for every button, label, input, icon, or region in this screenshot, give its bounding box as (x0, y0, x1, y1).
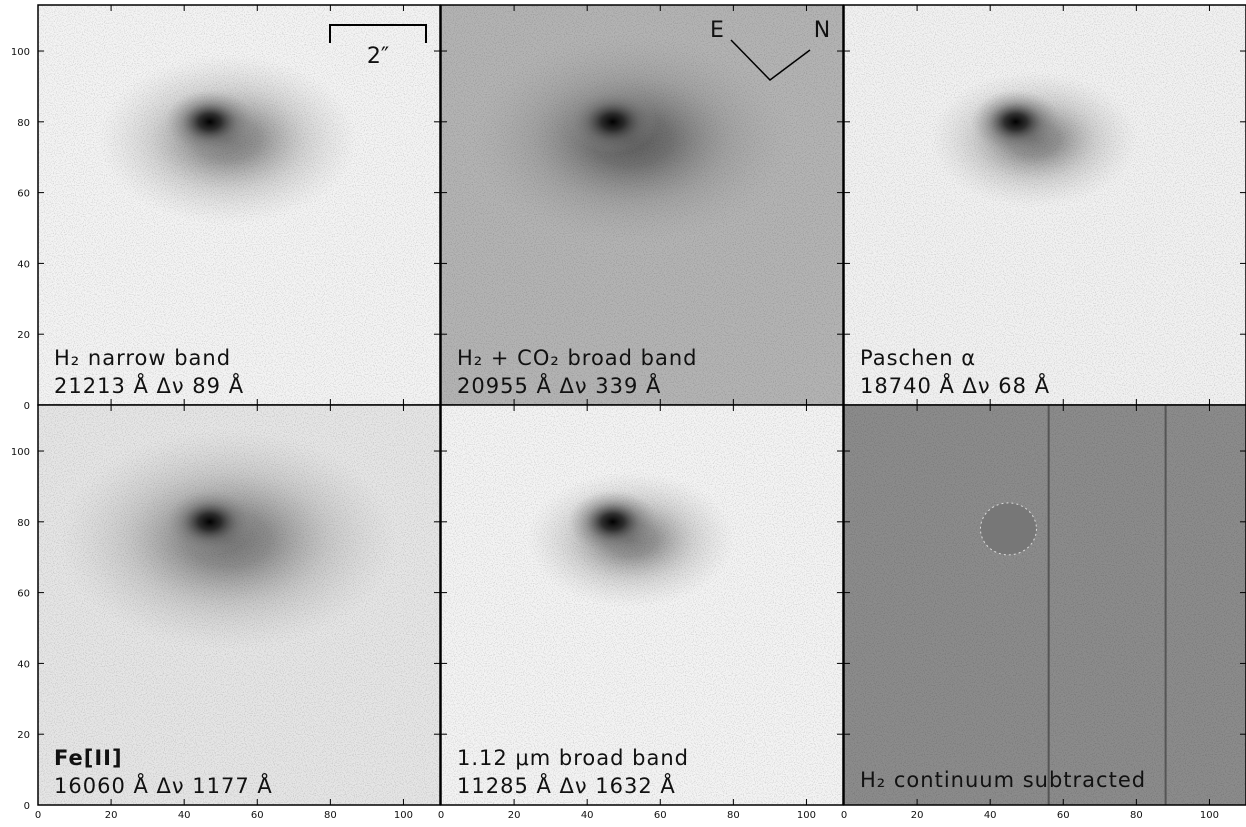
y-tick-label: 0 (24, 801, 30, 812)
y-tick-label: 100 (11, 47, 30, 58)
y-tick-label: 60 (17, 589, 30, 600)
panel-subtitle: 21213 Å Δν 89 Å (54, 372, 244, 398)
x-tick-label: 40 (581, 810, 594, 821)
nebula-core (164, 89, 255, 154)
x-tick-label: 80 (1130, 810, 1143, 821)
x-tick-label: 20 (911, 810, 924, 821)
panel-title: H₂ narrow band (54, 346, 231, 370)
y-tick-label: 100 (11, 447, 30, 458)
scale-bar-label: 2″ (367, 44, 389, 69)
x-tick-label: 20 (508, 810, 521, 821)
x-tick-label: 60 (251, 810, 264, 821)
y-tick-label: 80 (17, 518, 30, 529)
panel-subtitle: 18740 Å Δν 68 Å (860, 372, 1050, 398)
panel-subtitle: 16060 Å Δν 1177 Å (54, 772, 273, 798)
nebula-core (164, 489, 255, 554)
panel-title: Fe[II] (54, 746, 123, 770)
panel-title: Paschen α (860, 346, 976, 370)
x-tick-label: 60 (1057, 810, 1070, 821)
x-tick-label: 60 (654, 810, 667, 821)
y-tick-label: 60 (17, 189, 30, 200)
y-tick-label: 40 (17, 659, 30, 670)
nebula-core (567, 89, 658, 154)
x-tick-label: 20 (105, 810, 118, 821)
panel-frame (37, 404, 441, 806)
x-tick-label: 0 (438, 810, 444, 821)
panel-subtitle: 20955 Å Δν 339 Å (457, 372, 661, 398)
x-tick-label: 40 (984, 810, 997, 821)
image-noise (844, 405, 1246, 805)
x-tick-label: 0 (841, 810, 847, 821)
x-tick-label: 100 (394, 810, 413, 821)
panel-subtitle: 11285 Å Δν 1632 Å (457, 772, 676, 798)
x-tick-label: 80 (727, 810, 740, 821)
compass-north: N (814, 18, 830, 43)
scale-bar (329, 24, 427, 43)
panel-frame (843, 404, 1246, 806)
y-tick-label: 0 (24, 401, 30, 412)
panel-title: H₂ + CO₂ broad band (457, 346, 698, 370)
y-tick-label: 20 (17, 330, 30, 341)
x-tick-label: 100 (1200, 810, 1219, 821)
x-tick-label: 40 (178, 810, 191, 821)
compass (730, 39, 811, 81)
panel-title: 1.12 μm broad band (457, 746, 689, 770)
panel-frame (440, 404, 844, 806)
nebula-core (567, 489, 658, 554)
x-tick-label: 0 (35, 810, 41, 821)
x-tick-label: 80 (324, 810, 337, 821)
y-tick-label: 80 (17, 118, 30, 129)
panel-title: H₂ continuum subtracted (860, 768, 1146, 792)
y-tick-label: 40 (17, 259, 30, 270)
compass-east: E (710, 18, 724, 43)
y-tick-label: 20 (17, 730, 30, 741)
nebula-core (970, 89, 1061, 154)
residual-spot (979, 502, 1037, 556)
x-tick-label: 100 (797, 810, 816, 821)
